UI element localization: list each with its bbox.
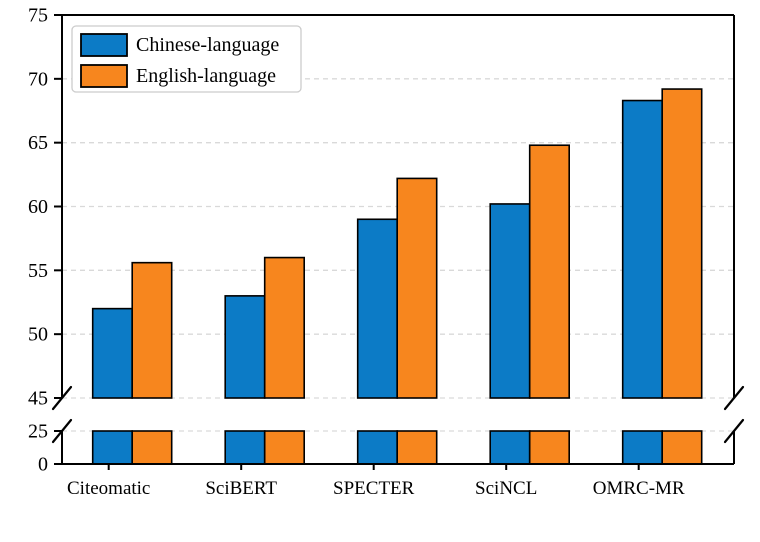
- svg-text:60: 60: [28, 196, 48, 218]
- svg-text:25: 25: [28, 421, 48, 443]
- svg-text:45: 45: [28, 388, 48, 410]
- svg-text:65: 65: [28, 132, 48, 154]
- svg-text:English-language: English-language: [136, 65, 276, 87]
- svg-text:0: 0: [38, 454, 48, 476]
- svg-text:Chinese-language: Chinese-language: [136, 34, 279, 56]
- svg-text:70: 70: [28, 68, 48, 90]
- svg-text:SciNCL: SciNCL: [475, 478, 537, 499]
- svg-text:Citeomatic: Citeomatic: [67, 478, 150, 499]
- svg-text:55: 55: [28, 260, 48, 282]
- svg-text:50: 50: [28, 324, 48, 346]
- svg-text:75: 75: [28, 5, 48, 27]
- svg-text:SPECTER: SPECTER: [333, 478, 415, 499]
- svg-text:OMRC-MR: OMRC-MR: [593, 478, 685, 499]
- svg-text:SciBERT: SciBERT: [205, 478, 277, 499]
